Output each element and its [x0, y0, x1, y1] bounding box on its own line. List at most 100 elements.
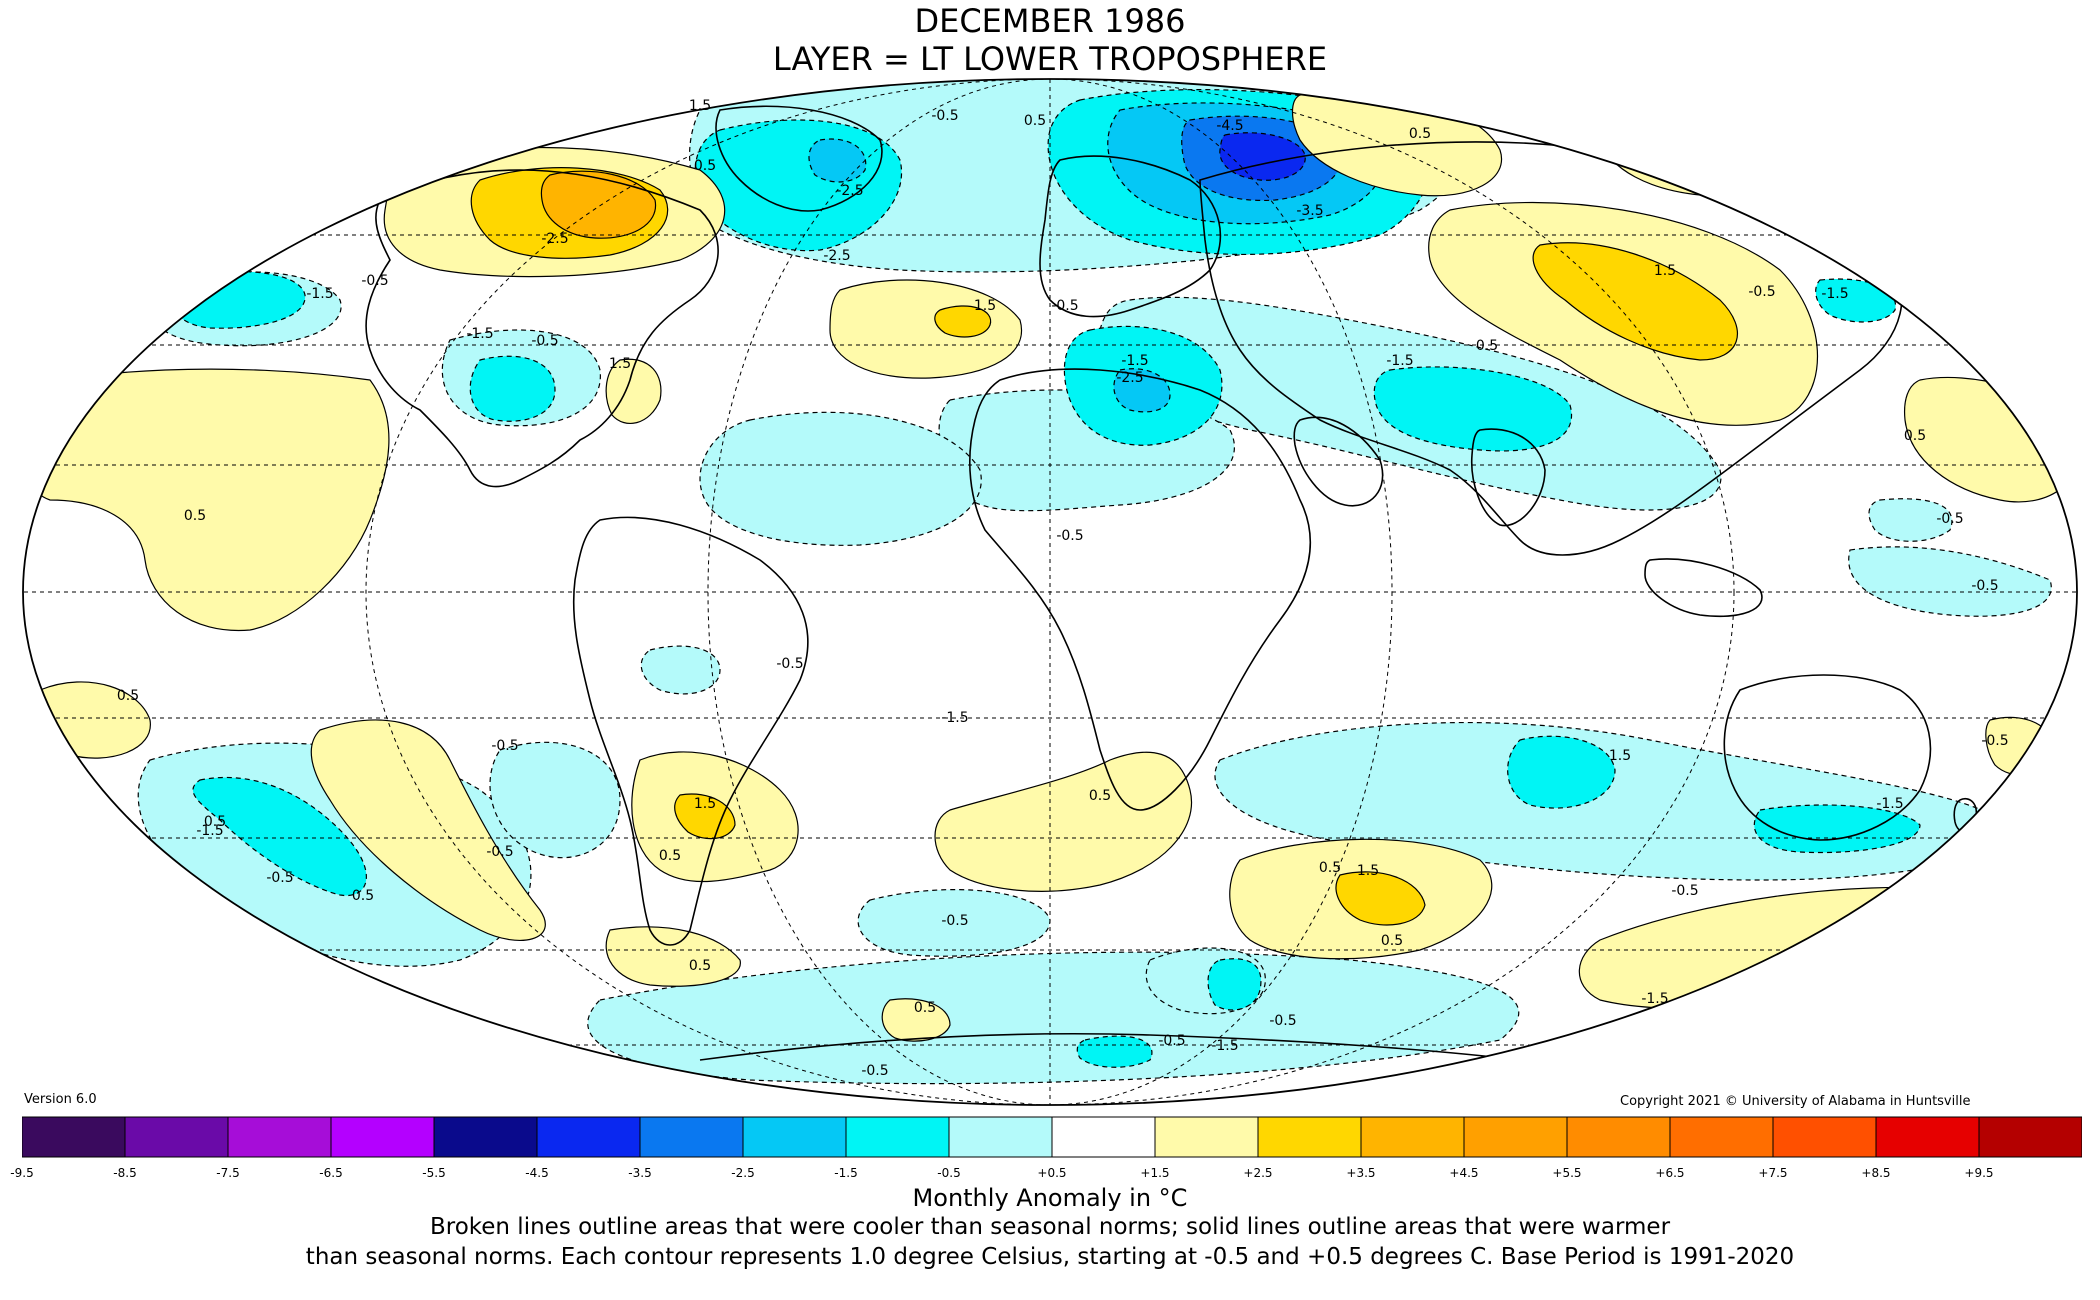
colorbar-bin: [1978, 1116, 2083, 1158]
contour-label: -0.5: [1971, 578, 1998, 594]
contour-label: -0.5: [931, 108, 958, 124]
colorbar-bin: [639, 1116, 744, 1158]
colorbar-bin: [330, 1116, 435, 1158]
contour-label: 0.5: [1409, 126, 1431, 142]
copyright-label: Copyright 2021 © University of Alabama i…: [1620, 1094, 1971, 1109]
contour-label: 0.5: [659, 848, 681, 864]
contour-label: -0.5: [491, 738, 518, 754]
colorbar-tick-label: +7.5: [1758, 1166, 1788, 1180]
colorbar-tick-label: -8.5: [113, 1166, 137, 1180]
contour-label: -0.5: [531, 333, 558, 349]
contour-label: 1.5: [694, 796, 716, 812]
colorbar-tick-label: -6.5: [319, 1166, 343, 1180]
colorbar-bin: [124, 1116, 229, 1158]
contour-label: 0.5: [1319, 860, 1341, 876]
colorbar-tick-label: -1.5: [834, 1166, 858, 1180]
colorbar-bin: [1051, 1116, 1156, 1158]
colorbar-title: Monthly Anomaly in °C: [912, 1184, 1188, 1212]
colorbar-tick-label: +2.5: [1243, 1166, 1273, 1180]
map-boundary: [22, 78, 2078, 1106]
contour-label: -2.5: [1116, 370, 1143, 386]
colorbar-tick-label: +8.5: [1861, 1166, 1891, 1180]
contour-label: -0.5: [1051, 298, 1078, 314]
colorbar-bin: [742, 1116, 847, 1158]
footnote-line-1: Broken lines outline areas that were coo…: [429, 1214, 1671, 1240]
contour-label: -1.5: [466, 326, 493, 342]
colorbar-bin: [1772, 1116, 1877, 1158]
colorbar-tick-label: -7.5: [216, 1166, 240, 1180]
contour-label: 0.5: [117, 688, 139, 704]
contour-label: -0.5: [861, 1063, 888, 1079]
contour-label: -0.5: [1056, 528, 1083, 544]
contour-label: -0.5: [1158, 1033, 1185, 1049]
contour-label: -0.5: [266, 870, 293, 886]
colorbar-bin: [948, 1116, 1053, 1158]
contour-label: -1.5: [1386, 353, 1413, 369]
map-title: DECEMBER 1986: [914, 2, 1186, 40]
map-subtitle: LAYER = LT LOWER TROPOSPHERE: [772, 40, 1328, 78]
colorbar-tick-label: +3.5: [1346, 1166, 1376, 1180]
contour-label: -0.5: [1748, 284, 1775, 300]
contour-label: -0.5: [1981, 733, 2008, 749]
contour-label: -1.5: [306, 286, 333, 302]
contour-label: 0.5: [1381, 933, 1403, 949]
contour-label: -1.5: [1641, 991, 1668, 1007]
contour-label: 0.5: [204, 814, 226, 830]
colorbar: [21, 1116, 2083, 1162]
contour-label: -0.5: [361, 273, 388, 289]
colorbar-tick-label: +4.5: [1449, 1166, 1479, 1180]
contour-label: -0.5: [486, 844, 513, 860]
colorbar-tick-label: +6.5: [1655, 1166, 1685, 1180]
colorbar-tick-label: +1.5: [1140, 1166, 1170, 1180]
colorbar-tick-label: -5.5: [422, 1166, 446, 1180]
contour-label: -0.5: [1269, 1013, 1296, 1029]
contour-label: 0.5: [694, 158, 716, 174]
contour-labels: 1.5-0.5 0.5-2.5-4.5-3.50.5-2.5-1.5-0.5-1.…: [117, 98, 2009, 1079]
contour-label: 1.5: [1357, 863, 1379, 879]
contour-label: 1.5: [1654, 263, 1676, 279]
contour-label: -0.5: [776, 656, 803, 672]
contour-label: -1.5: [1211, 1038, 1238, 1054]
contour-label: -2.5: [541, 231, 568, 247]
contour-label: 1.5: [609, 356, 631, 372]
contour-label: -0.5: [1671, 883, 1698, 899]
colorbar-bin: [1566, 1116, 1671, 1158]
contour-label: 1.5: [1609, 748, 1631, 764]
contour-label: -2.5: [823, 248, 850, 264]
world-map: 1.5 -0.5 0.5 -2.5 -4.5 -3.5 0.5 -2.5 -1.5 -0.5 -1.…: [22, 78, 2078, 1106]
contour-label: -1.5: [1821, 286, 1848, 302]
contour-label: -1.5: [1121, 353, 1148, 369]
version-label: Version 6.0: [24, 1092, 97, 1107]
contour-label: 0.5: [689, 958, 711, 974]
contour-label: 0.5: [1089, 788, 1111, 804]
contour-label: 0.5: [1476, 338, 1498, 354]
colorbar-tick-label: -3.5: [628, 1166, 652, 1180]
colorbar-bin: [1875, 1116, 1980, 1158]
colorbar-bin: [1154, 1116, 1259, 1158]
colorbar-tick-label: -9.5: [10, 1166, 34, 1180]
graticule: [23, 79, 2077, 1105]
colorbar-tick-label: +9.5: [1964, 1166, 1994, 1180]
contour-label: 0.5: [914, 1000, 936, 1016]
colorbar-bin: [1360, 1116, 1465, 1158]
contour-label: 0.5: [1904, 428, 1926, 444]
contour-label: -1.5: [941, 710, 968, 726]
colorbar-tick-label: -4.5: [525, 1166, 549, 1180]
colorbar-bin: [227, 1116, 332, 1158]
contour-label: -1.5: [196, 823, 223, 839]
footnote-line-2: than seasonal norms. Each contour repres…: [305, 1244, 1795, 1270]
contour-label: -3.5: [1296, 203, 1323, 219]
colorbar-bin: [21, 1116, 126, 1158]
contour-label: 1.5: [974, 298, 996, 314]
contour-label: 0.5: [352, 888, 374, 904]
contour-label: -4.5: [1216, 118, 1243, 134]
colorbar-bin: [1669, 1116, 1774, 1158]
contour-label: -1.5: [1876, 796, 1903, 812]
contour-label: 1.5: [689, 98, 711, 114]
colorbar-bin: [845, 1116, 950, 1158]
colorbar-bin: [1463, 1116, 1568, 1158]
colorbar-bin: [536, 1116, 641, 1158]
colorbar-tick-label: -0.5: [937, 1166, 961, 1180]
colorbar-bin: [433, 1116, 538, 1158]
colorbar-bin: [1257, 1116, 1362, 1158]
